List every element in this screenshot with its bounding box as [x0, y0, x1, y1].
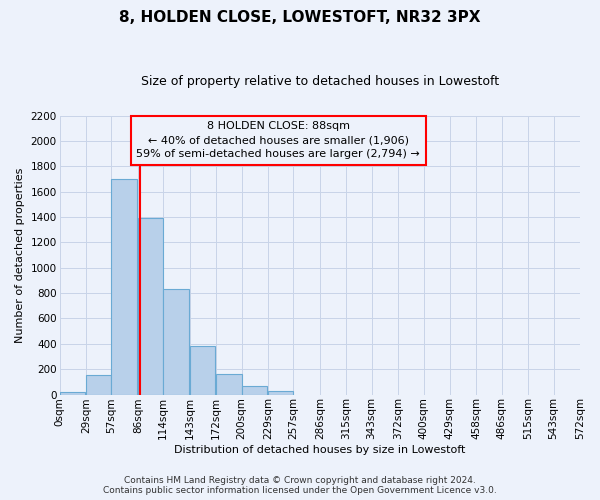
- Bar: [138, 218, 163, 394]
- Text: 8, HOLDEN CLOSE, LOWESTOFT, NR32 3PX: 8, HOLDEN CLOSE, LOWESTOFT, NR32 3PX: [119, 10, 481, 25]
- Title: Size of property relative to detached houses in Lowestoft: Size of property relative to detached ho…: [141, 75, 499, 88]
- Bar: [59, 392, 85, 394]
- Bar: [190, 346, 215, 395]
- Bar: [163, 290, 189, 395]
- X-axis label: Distribution of detached houses by size in Lowestoft: Distribution of detached houses by size …: [174, 445, 466, 455]
- Y-axis label: Number of detached properties: Number of detached properties: [15, 168, 25, 342]
- Bar: [242, 386, 267, 394]
- Bar: [86, 375, 112, 394]
- Text: 8 HOLDEN CLOSE: 88sqm
← 40% of detached houses are smaller (1,906)
59% of semi-d: 8 HOLDEN CLOSE: 88sqm ← 40% of detached …: [136, 121, 420, 159]
- Bar: [268, 390, 293, 394]
- Text: Contains HM Land Registry data © Crown copyright and database right 2024.
Contai: Contains HM Land Registry data © Crown c…: [103, 476, 497, 495]
- Bar: [112, 179, 137, 394]
- Bar: [216, 374, 242, 394]
